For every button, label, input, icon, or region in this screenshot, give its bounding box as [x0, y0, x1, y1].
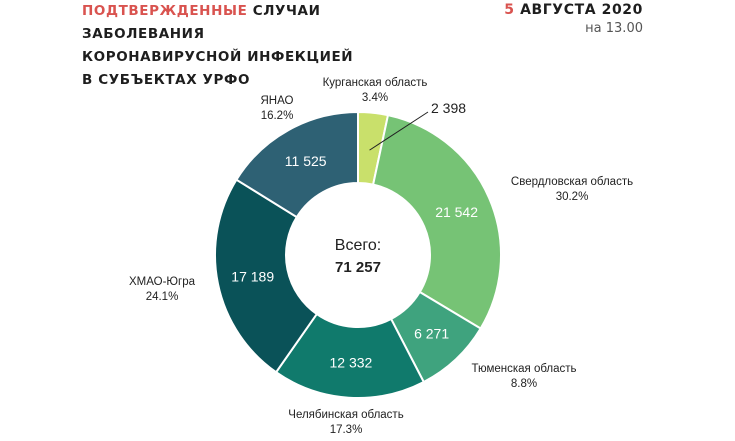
slice-value-челябинская-область: 12 332 [329, 354, 372, 370]
slice-percent-хмао-югра: 24.1% [146, 291, 179, 303]
title-line-3: КОРОНАВИРУСНОЙ ИНФЕКЦИЕЙ [82, 49, 354, 65]
slice-percent-янао: 16.2% [261, 110, 294, 122]
slice-name-свердловская-область: Свердловская область [511, 176, 633, 188]
slice-name-янао: ЯНАО [261, 95, 294, 107]
slice-value-хмао-югра: 17 189 [231, 269, 274, 285]
date-month-year: АВГУСТА 2020 [514, 2, 643, 18]
slice-percent-челябинская-область: 17.3% [330, 424, 363, 436]
center-label: Всего: [335, 237, 381, 254]
slice-value-тюменская-область: 6 271 [414, 325, 449, 341]
slice-value-янао: 11 525 [285, 153, 327, 169]
slice-хмао-югра [214, 178, 319, 374]
title-line-1-rest: СЛУЧАИ [247, 3, 321, 19]
slice-value-свердловская-область: 21 542 [435, 204, 478, 220]
date-block: 5 АВГУСТА 2020 на 13.00 [504, 1, 643, 37]
slice-percent-свердловская-область: 30.2% [556, 191, 589, 203]
date-day: 5 [504, 2, 515, 18]
date-line: 5 АВГУСТА 2020 [504, 1, 643, 20]
donut-slices [214, 110, 502, 399]
slice-percent-тюменская-область: 8.8% [511, 378, 537, 390]
slice-percent-курганская-область: 3.4% [362, 92, 388, 104]
slice-value-курганская-область: 2 398 [431, 100, 466, 116]
slice-name-челябинская-область: Челябинская область [288, 409, 403, 421]
slice-свердловская-область [371, 113, 502, 330]
title-line-1: ПОДТВЕРЖДЕННЫЕ СЛУЧАИ [82, 0, 353, 23]
kurgan-callout-line [369, 111, 429, 151]
title-line-2: ЗАБОЛЕВАНИЯ [82, 26, 205, 42]
slice-янао [235, 110, 359, 219]
date-time: на 13.00 [585, 21, 643, 36]
slice-category-labels: Курганская область 3.4% Свердловская облас… [129, 77, 633, 436]
slice-name-хмао-югра: ХМАО-Югра [129, 276, 196, 288]
slice-value-labels: 2 398 21 542 6 271 12 332 17 189 11 525 [231, 100, 478, 370]
center-total: 71 257 [335, 259, 381, 276]
slice-name-тюменская-область: Тюменская область [471, 363, 576, 375]
title-accent: ПОДТВЕРЖДЕННЫЕ [82, 3, 248, 19]
chart-title: ПОДТВЕРЖДЕННЫЕ СЛУЧАИ ЗАБОЛЕВАНИЯ КОРОНА… [82, 0, 353, 92]
slice-name-курганская-область: Курганская область [323, 77, 428, 89]
title-line-4: В СУБЪЕКТАХ УРФО [82, 72, 251, 88]
